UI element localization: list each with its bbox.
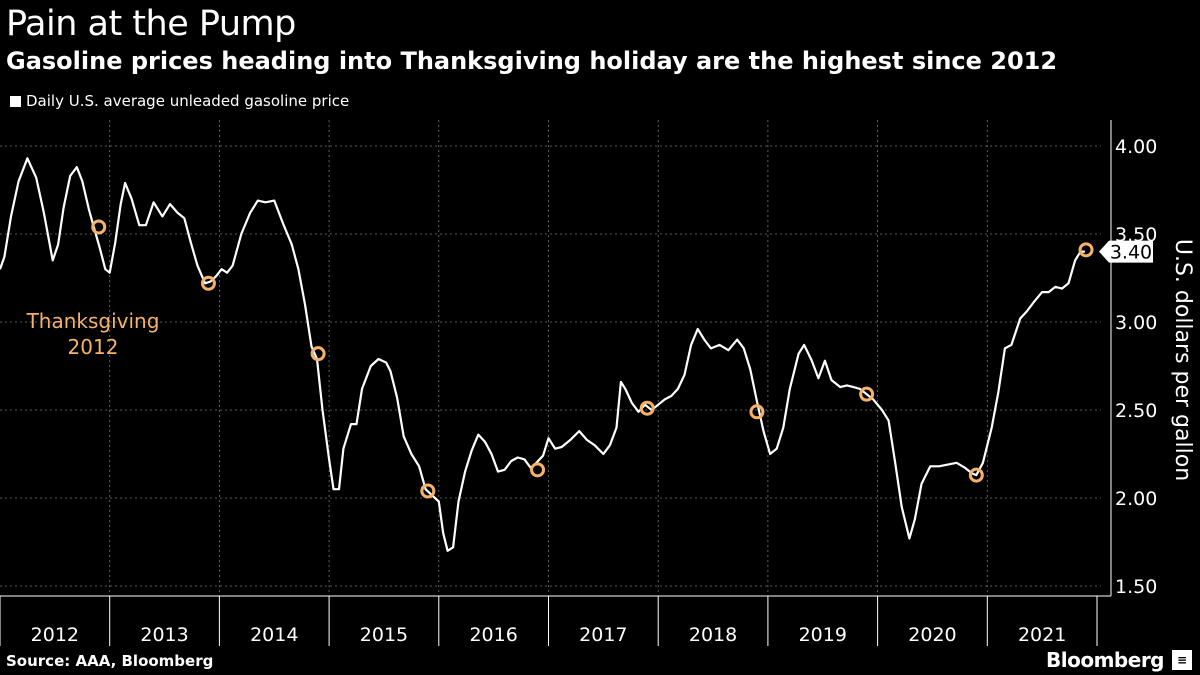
last-value-label: 3.40 xyxy=(1110,242,1152,264)
thanksgiving-marker xyxy=(310,346,326,362)
legend-label: Daily U.S. average unleaded gasoline pri… xyxy=(26,92,350,110)
bloomberg-mark-icon: ≡ xyxy=(1172,650,1192,670)
annotation-line-1: Thanksgiving xyxy=(26,309,160,333)
x-tick-label: 2018 xyxy=(689,624,737,646)
x-tick-label: 2019 xyxy=(799,624,847,646)
x-tick-label: 2015 xyxy=(360,624,408,646)
y-tick-label: 2.50 xyxy=(1115,400,1157,422)
last-value-callout xyxy=(1099,240,1153,263)
x-tick-label: 2021 xyxy=(1018,624,1066,646)
thanksgiving-marker xyxy=(639,400,655,416)
thanksgiving-marker xyxy=(420,483,436,499)
thanksgiving-marker xyxy=(91,219,107,235)
y-tick-label: 2.00 xyxy=(1115,488,1157,510)
y-tick-label: 4.00 xyxy=(1115,136,1157,158)
bloomberg-logo: Bloomberg xyxy=(1046,648,1164,672)
y-tick-label: 3.00 xyxy=(1115,312,1157,334)
y-tick-label: 1.50 xyxy=(1115,576,1157,598)
y-axis-label: U.S. dollars per gallon xyxy=(1170,239,1195,481)
x-tick-label: 2020 xyxy=(908,624,956,646)
thanksgiving-marker xyxy=(1078,242,1094,258)
x-tick-label: 2016 xyxy=(469,624,517,646)
chart-title: Pain at the Pump xyxy=(6,4,296,44)
x-tick-label: 2017 xyxy=(579,624,627,646)
legend-swatch xyxy=(10,95,21,107)
thanksgiving-marker xyxy=(968,467,984,483)
thanksgiving-marker xyxy=(200,275,216,291)
legend: Daily U.S. average unleaded gasoline pri… xyxy=(10,92,349,110)
chart-subtitle: Gasoline prices heading into Thanksgivin… xyxy=(6,47,1058,75)
thanksgiving-marker xyxy=(859,386,875,402)
x-tick-label: 2014 xyxy=(250,624,298,646)
source-note: Source: AAA, Bloomberg xyxy=(6,652,214,670)
thanksgiving-marker xyxy=(530,462,546,478)
thanksgiving-marker xyxy=(749,404,765,420)
price-line xyxy=(0,157,1085,552)
x-tick-label: 2012 xyxy=(31,624,79,646)
annotation-line-2: 2012 xyxy=(68,335,119,359)
y-tick-label: 3.50 xyxy=(1115,224,1157,246)
x-tick-label: 2013 xyxy=(140,624,188,646)
